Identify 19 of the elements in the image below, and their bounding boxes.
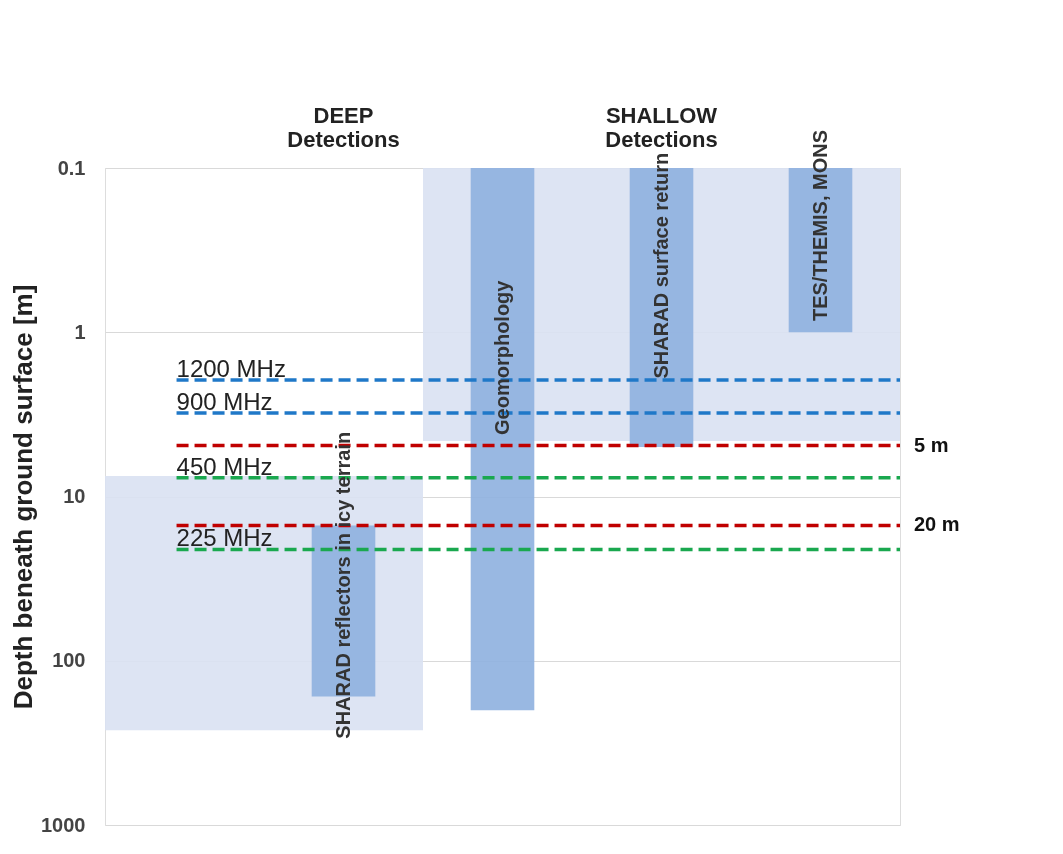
ref-line-label: 20 m (914, 513, 960, 536)
y-axis-title: Depth beneath ground surface [m] (8, 284, 39, 710)
ref-line-label: 5 m (914, 433, 949, 456)
y-tick-label: 10 (63, 485, 86, 507)
y-tick-label: 1000 (41, 813, 86, 836)
text: SHALLOW Detections (605, 103, 718, 152)
annotation: Geomorphology (490, 279, 513, 435)
y-tick-label: 100 (52, 649, 86, 672)
y-tick-label: 1 (74, 320, 86, 343)
ref-line-label: 450 MHz (176, 452, 273, 480)
ref-line-label: 1200 MHz (176, 354, 286, 382)
text: DEEP Detections (287, 103, 400, 152)
annotation: TES/THEMIS, MONS (808, 129, 831, 322)
annotation: SHARAD reflectors in icy terrain (331, 431, 354, 739)
bar (470, 168, 535, 711)
ref-line-label: 900 MHz (176, 387, 273, 415)
ref-line-label: 225 MHz (176, 524, 273, 552)
annotation: SHARAD surface return (649, 152, 672, 379)
y-tick-label: 0.1 (57, 156, 86, 179)
